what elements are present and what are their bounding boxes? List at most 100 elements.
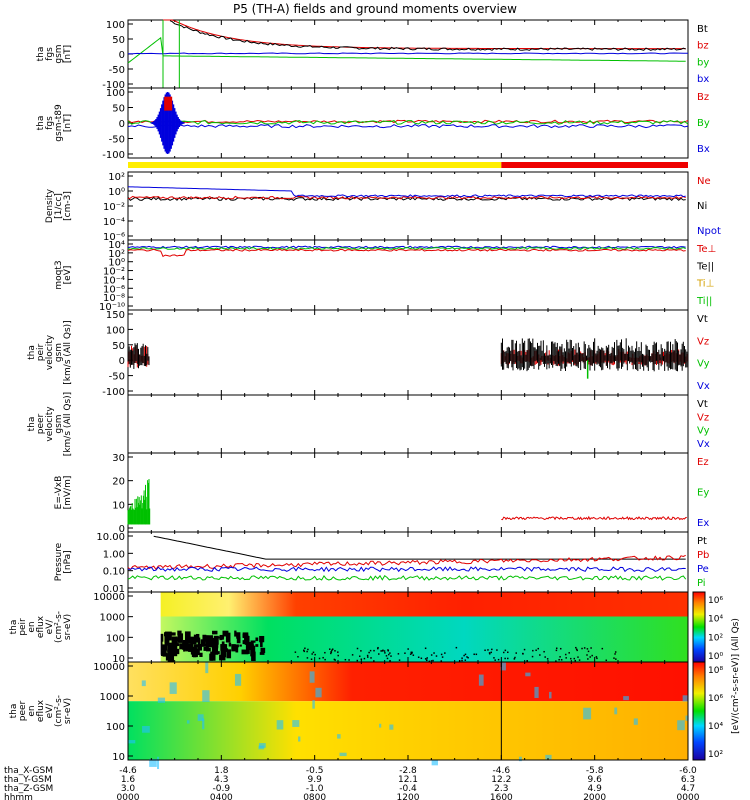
legend-Bx: Bx (697, 144, 710, 155)
orbit-value: -4.6 (493, 766, 511, 776)
colorbar (692, 661, 706, 761)
legend-Vt: Vt (697, 399, 708, 410)
y-axis-label: [1/cc] (54, 193, 64, 219)
orbit-value: 4.9 (588, 784, 603, 794)
y-tick-label: 10⁻⁸ (103, 293, 125, 304)
series-bz (163, 19, 686, 50)
legend-Ti⊥: Ti⊥ (696, 279, 714, 290)
y-tick-label: 10 (112, 500, 125, 511)
y-tick-label: 100 (106, 633, 125, 644)
orbit-value: 0000 (117, 793, 140, 800)
orbit-value: 1.6 (121, 775, 136, 785)
orbit-value: -4.6 (119, 766, 137, 776)
orbit-value: 6.3 (681, 775, 695, 785)
legend-Vy: Vy (697, 359, 710, 370)
y-axis-label: gsm (54, 414, 64, 433)
y-axis-label: peir (18, 618, 28, 636)
figure-title: P5 (TH-A) fields and ground moments over… (233, 2, 517, 16)
y-tick-label: 10² (108, 172, 125, 183)
series-Ni (127, 196, 686, 202)
mode-segment (501, 162, 688, 168)
legend-Ex: Ex (697, 518, 709, 529)
orbit-value: 1.8 (214, 766, 229, 776)
y-axis-label: eflux (36, 699, 46, 722)
y-tick-label: 10⁻² (103, 202, 125, 213)
y-axis-label: peir (36, 343, 46, 361)
legend-Pe: Pe (697, 564, 709, 575)
panel-peer-spec: 10000 1000 100 10 tha peer en eflux eV/(cm²-s-sr… (9, 661, 689, 770)
y-axis-label: peer (18, 700, 28, 721)
orbit-row-label: hhmm (4, 793, 33, 800)
y-axis-label: sr-eV) (63, 698, 73, 724)
y-tick-label: 10 (112, 752, 125, 763)
series-Pt (153, 535, 686, 560)
y-axis-label: tha (27, 417, 37, 432)
legend-Vy: Vy (697, 426, 710, 437)
y-axis-label: eflux (36, 615, 46, 638)
series-bt (169, 20, 686, 51)
y-axis-label: [nPa] (63, 550, 73, 573)
y-tick-label: 100 (106, 20, 125, 31)
y-axis-label: sr-eV) (63, 614, 73, 640)
orbit-value: -1.0 (306, 784, 324, 794)
y-tick-label: 10² (108, 249, 125, 260)
legend-Pt: Pt (697, 536, 707, 547)
panel-efield: 30 20 10 0 E=-VxB [mV/m] Ez Ey Ex (54, 452, 709, 535)
y-axis-label: moqt3 (54, 260, 64, 289)
panel-frame (127, 452, 689, 533)
legend-Pi: Pi (697, 578, 706, 589)
legend-By: By (697, 118, 710, 129)
y-tick-label: 100 (106, 722, 125, 733)
orbit-value: 12.2 (491, 775, 511, 785)
y-tick-label: -50 (109, 65, 125, 76)
orbit-value: 0000 (677, 793, 700, 800)
colorbar-label: [eV/(cm²-s-sr-eV)] (All Qs) (731, 618, 741, 734)
series-By (127, 119, 689, 125)
panel-peir-vel: 150 100 50 0 -50 -100 tha peir velocity gsm [km/s … (27, 309, 710, 398)
panel-peer-vel: tha peer velocity gsm [km/s (All Qs)] Vt Vz Vy V… (27, 392, 710, 456)
y-tick-label: 30 (112, 453, 125, 464)
orbit-value: 1200 (397, 793, 420, 800)
y-axis-label: gsm (54, 44, 64, 63)
y-tick-label: 100 (106, 325, 125, 336)
legend-bx: bx (697, 74, 709, 85)
orbit-value: 4.3 (214, 775, 228, 785)
y-axis-label: E=-VxB (54, 476, 64, 510)
y-tick-label: 10⁰ (108, 187, 125, 198)
y-axis-label: [km/s (All Qs)] (63, 392, 73, 456)
legend-Bt: Bt (697, 24, 708, 35)
legend-Vx: Vx (697, 381, 710, 392)
panel-fgs: 100 50 0 -50 -100 tha fgs gsm [nT] Bt bz by bx (36, 19, 709, 91)
series-Ne (127, 195, 686, 200)
orbit-value: -0.9 (213, 784, 231, 794)
y-axis-label: (cm²-s- (54, 695, 64, 727)
orbit-value: 2000 (583, 793, 606, 800)
series-Ti-par (127, 246, 686, 250)
y-tick-label: 10⁻² (103, 267, 125, 278)
legend-Vx: Vx (697, 439, 710, 450)
y-axis-label: Density (45, 188, 55, 223)
y-axis-label: tha (9, 704, 19, 719)
y-tick-label: 1000 (100, 692, 125, 703)
y-axis-label: peer (36, 413, 46, 434)
y-axis-label: tha (36, 116, 46, 131)
y-axis-label: fgs (45, 47, 55, 61)
y-tick-label: -100 (102, 387, 125, 398)
series-Pe (127, 566, 686, 573)
orbit-value: 9.6 (588, 775, 603, 785)
orbit-value: 0400 (210, 793, 233, 800)
legend-bz: bz (697, 41, 709, 52)
panel-fgs-t89: 100 50 0 -50 -100 tha fgs gsm-t89 [nT] Bz By Bx (36, 87, 710, 161)
y-tick-label: 0 (119, 50, 125, 61)
series-Npot (127, 186, 686, 198)
series-Ez (501, 515, 687, 521)
legend-Ey: Ey (697, 488, 709, 499)
y-tick-label: -100 (102, 150, 125, 161)
y-tick-label: 10000 (93, 662, 125, 673)
legend-Vt: Vt (697, 314, 708, 325)
series-Te-perp (127, 248, 686, 258)
y-axis-label: velocity (45, 406, 55, 442)
colorbar (692, 591, 706, 663)
y-tick-label: 0 (119, 356, 125, 367)
